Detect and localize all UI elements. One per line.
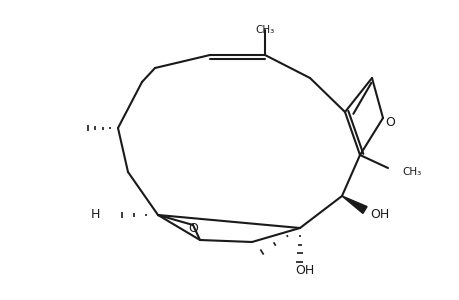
Text: CH₃: CH₃ — [401, 167, 420, 177]
Text: H: H — [90, 208, 100, 221]
Text: O: O — [384, 116, 394, 128]
Text: O: O — [188, 221, 197, 235]
Text: OH: OH — [295, 263, 314, 277]
Text: CH₃: CH₃ — [255, 25, 274, 35]
Polygon shape — [341, 196, 366, 213]
Text: OH: OH — [369, 208, 388, 221]
